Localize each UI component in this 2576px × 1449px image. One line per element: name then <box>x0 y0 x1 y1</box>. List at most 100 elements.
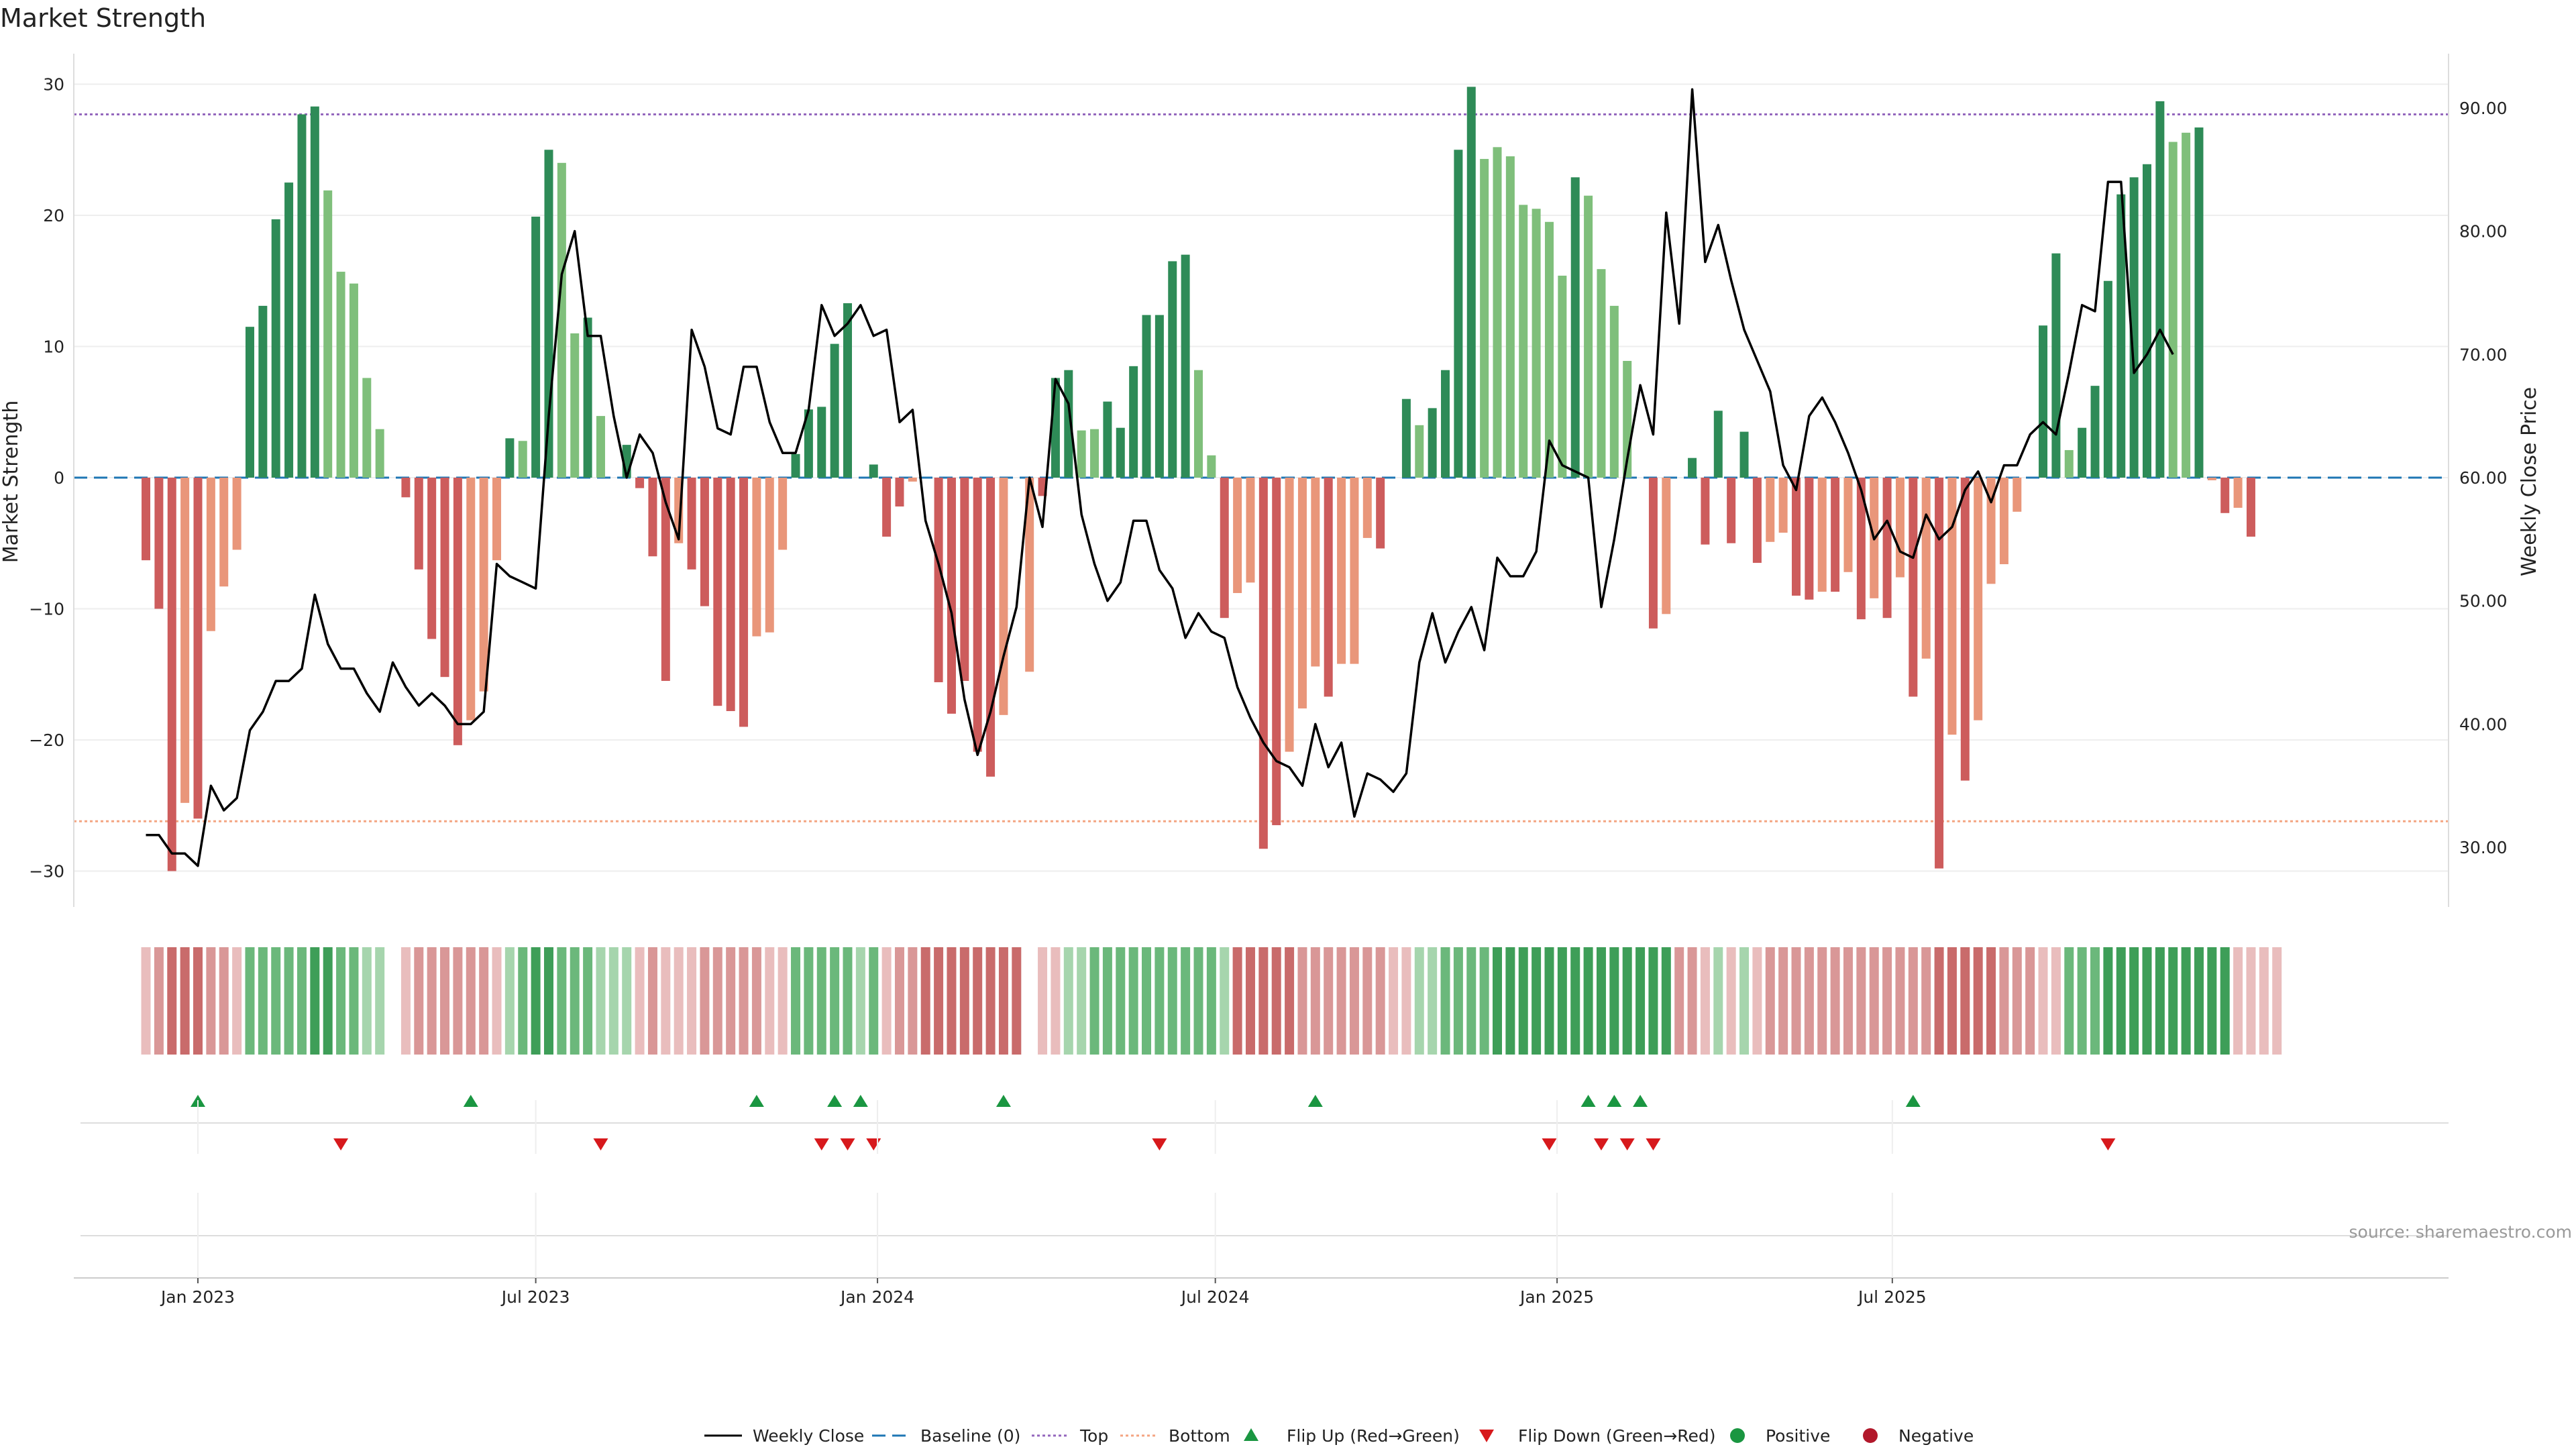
left-tick-label: 20 <box>43 206 64 225</box>
heat-cell <box>1193 947 1203 1055</box>
strength-bar <box>2182 132 2191 478</box>
strength-bar <box>1064 370 1073 478</box>
heat-cell <box>1155 947 1165 1055</box>
heat-cell <box>700 947 710 1055</box>
strength-bar <box>1544 221 1554 478</box>
strength-bar <box>414 478 423 570</box>
strength-bar <box>2246 478 2255 537</box>
heat-cell <box>2064 947 2074 1055</box>
heat-cell <box>1167 947 1177 1055</box>
heat-cell <box>765 947 775 1055</box>
heat-cell <box>1453 947 1463 1055</box>
heat-cell <box>2025 947 2035 1055</box>
heat-cell <box>245 947 255 1055</box>
heat-strip <box>141 947 2282 1055</box>
strength-bar <box>427 478 437 639</box>
legend-baseline: Baseline (0) <box>920 1426 1020 1446</box>
legend-flip-down-icon <box>1479 1430 1494 1442</box>
heat-cell <box>635 947 645 1055</box>
heat-cell <box>1336 947 1346 1055</box>
strength-bar <box>804 409 813 478</box>
strength-bar <box>1505 156 1515 478</box>
strength-bar <box>440 478 449 678</box>
strength-bar <box>180 478 190 803</box>
strength-bar <box>1337 478 1346 664</box>
strength-bar <box>1168 261 1177 478</box>
strength-bar <box>1974 478 1983 720</box>
heat-cell <box>1570 947 1580 1055</box>
heat-cell <box>1181 947 1191 1055</box>
heat-cell <box>1479 947 1489 1055</box>
strength-bar <box>336 272 345 478</box>
flip-up-marker <box>1607 1095 1622 1107</box>
strength-bar <box>1999 478 2008 565</box>
heat-cell <box>557 947 567 1055</box>
strength-bar <box>1077 430 1086 478</box>
heat-cell <box>2194 947 2204 1055</box>
heat-cell <box>1324 947 1334 1055</box>
flip-down-marker <box>840 1138 855 1150</box>
strength-bar <box>401 478 411 498</box>
strength-bar <box>375 429 384 478</box>
strength-bar <box>2207 478 2216 480</box>
heat-cell <box>1466 947 1477 1055</box>
strength-bar <box>752 478 761 637</box>
strength-bar <box>1519 205 1528 478</box>
strength-bar <box>1792 478 1801 596</box>
heat-cell <box>1622 947 1632 1055</box>
flip-up-marker <box>463 1095 478 1107</box>
heat-cell <box>1375 947 1385 1055</box>
strength-bar <box>2012 478 2022 512</box>
strength-bar <box>1142 315 1151 478</box>
strength-bar <box>2078 427 2087 478</box>
strength-bar <box>1155 315 1164 478</box>
heat-cell <box>869 947 879 1055</box>
heat-cell <box>1414 947 1424 1055</box>
heat-cell <box>180 947 190 1055</box>
strength-bar <box>2220 478 2230 513</box>
strength-bar <box>1766 478 1775 542</box>
heat-cell <box>2272 947 2282 1055</box>
heat-cell <box>271 947 281 1055</box>
strength-bar <box>1051 378 1060 478</box>
heat-cell <box>1921 947 1931 1055</box>
strength-bar <box>2168 142 2178 478</box>
right-axis-ticks: 90.00 80.00 70.00 60.00 50.00 40.00 30.00 <box>2459 99 2508 857</box>
heat-cell <box>647 947 657 1055</box>
strength-bar <box>1441 370 1450 478</box>
heat-cell <box>1362 947 1373 1055</box>
strength-bar <box>648 478 657 557</box>
strength-bar <box>1233 478 1242 594</box>
heat-cell <box>1726 947 1736 1055</box>
strength-bar <box>882 478 892 537</box>
date-tick-label: Jul 2024 <box>1180 1287 1250 1307</box>
heat-cell <box>1843 947 1853 1055</box>
heat-cell <box>855 947 865 1055</box>
heat-cell <box>947 947 957 1055</box>
strength-bar <box>154 478 164 609</box>
strength-bar <box>1493 147 1502 478</box>
heat-cell <box>1285 947 1295 1055</box>
strength-bar <box>1688 458 1697 478</box>
right-tick-label: 90.00 <box>2459 99 2508 118</box>
heat-cell <box>1804 947 1814 1055</box>
strength-bar <box>1246 478 1255 583</box>
heat-cell <box>400 947 411 1055</box>
strength-bar <box>1129 366 1138 478</box>
heat-cell <box>1648 947 1658 1055</box>
strength-bar <box>1935 478 1944 869</box>
date-tick-label: Jan 2024 <box>839 1287 914 1307</box>
left-tick-label: 10 <box>43 337 64 357</box>
strength-bar <box>1532 209 1541 478</box>
heat-cell <box>934 947 944 1055</box>
left-axis-label: Market Strength <box>0 400 23 563</box>
strength-bar <box>908 478 917 482</box>
strength-bar <box>1181 254 1190 478</box>
heat-cell <box>1882 947 1892 1055</box>
heat-cell <box>908 947 918 1055</box>
strength-bar <box>947 478 956 714</box>
heat-cell <box>1349 947 1359 1055</box>
heat-cell <box>804 947 814 1055</box>
heat-cell <box>1206 947 1216 1055</box>
